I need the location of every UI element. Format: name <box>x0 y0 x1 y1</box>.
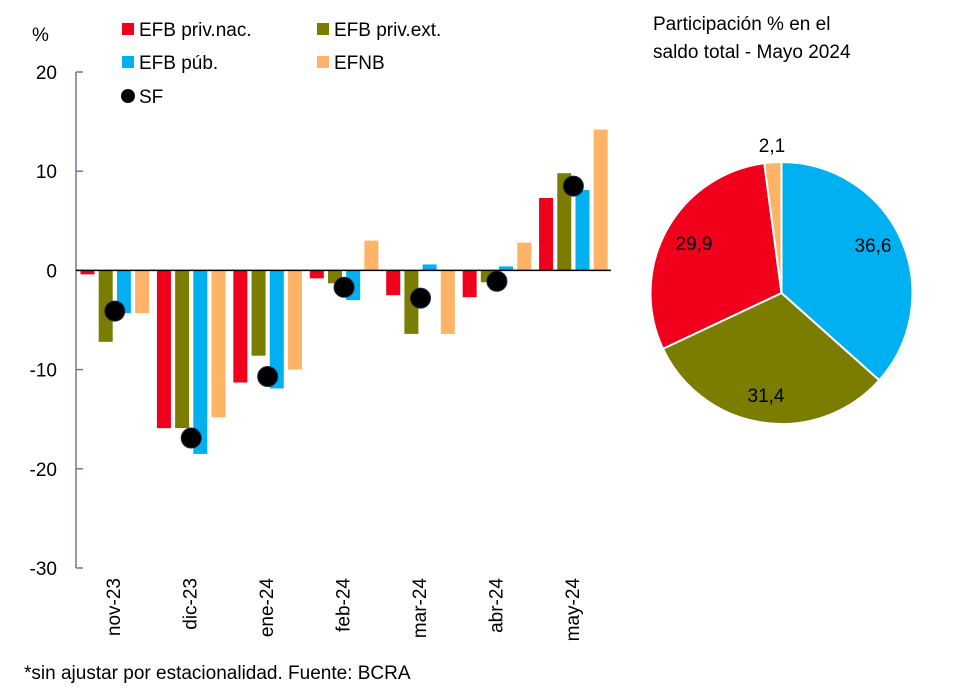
bar-efb-p-b--may-24 <box>575 190 590 271</box>
sf-marker-nov-23 <box>104 300 126 322</box>
bar-efb-priv-nac--nov-23 <box>80 270 95 275</box>
sf-marker-may-24 <box>562 175 584 197</box>
sf-marker-ene-24 <box>257 366 279 388</box>
sf-marker-mar-24 <box>410 287 432 309</box>
bar-efb-priv-nac--dic-23 <box>156 270 171 429</box>
legend-swatch-icon <box>317 56 329 68</box>
y-tick-label: 20 <box>36 63 57 84</box>
legend-label: EFB priv.nac. <box>139 20 252 41</box>
sf-marker-feb-24 <box>333 276 355 298</box>
bar-efb-priv-nac--abr-24 <box>462 270 477 298</box>
x-tick-label: dic-23 <box>181 578 202 630</box>
bar-efb-p-b--abr-24 <box>499 266 514 271</box>
y-tick-label: -10 <box>30 361 57 382</box>
bar-efnb-mar-24 <box>440 270 455 334</box>
legend-swatch-icon <box>122 56 134 68</box>
x-tick-label: abr-24 <box>486 578 507 633</box>
bar-efb-priv-ext--dic-23 <box>175 270 190 429</box>
legend-label: EFB priv.ext. <box>334 20 441 41</box>
pie-data-label: 2,1 <box>759 136 785 157</box>
sf-marker-dic-23 <box>180 427 202 449</box>
pie-slice-efb-priv-nac- <box>649 162 783 351</box>
footnote: *sin ajustar por estacionalidad. Fuente:… <box>24 663 411 684</box>
pie-data-label: 29,9 <box>676 234 713 255</box>
bar-efb-priv-nac--ene-24 <box>233 270 248 383</box>
pie-slice-efb-priv-ext- <box>661 291 881 425</box>
y-axis-label: % <box>32 25 49 46</box>
legend-item: EFB púb. <box>122 53 218 74</box>
bar-efb-priv-ext--ene-24 <box>251 270 266 356</box>
y-tick-label: 10 <box>36 162 57 183</box>
bar-efnb-may-24 <box>593 129 608 271</box>
bar-efnb-abr-24 <box>517 242 532 271</box>
pie-slice-efnb <box>763 160 783 294</box>
pie-title: Participación % en el <box>653 14 830 35</box>
legend-label: EFB púb. <box>139 53 218 74</box>
pie-data-label: 31,4 <box>748 386 785 407</box>
bar-efb-p-b--mar-24 <box>422 264 437 271</box>
legend-marker-icon <box>121 89 135 103</box>
bar-efb-p-b--dic-23 <box>193 270 208 454</box>
bar-efb-priv-nac--may-24 <box>539 197 554 271</box>
legend-swatch-icon <box>317 23 329 35</box>
sf-marker-abr-24 <box>486 270 508 292</box>
bar-efb-priv-nac--mar-24 <box>386 270 401 296</box>
x-tick-label: mar-24 <box>410 578 431 639</box>
legend-item: EFB priv.ext. <box>317 20 441 41</box>
legend-label: EFNB <box>334 53 385 74</box>
bar-efb-priv-ext--may-24 <box>557 173 572 271</box>
x-tick-label: nov-23 <box>104 578 125 636</box>
x-tick-label: ene-24 <box>257 578 278 638</box>
y-tick-label: 0 <box>46 261 57 282</box>
bar-efb-priv-nac--feb-24 <box>309 270 324 279</box>
legend-item: EFNB <box>317 53 385 74</box>
bar-efnb-feb-24 <box>364 240 379 271</box>
legend-swatch-icon <box>122 23 134 35</box>
bar-efnb-dic-23 <box>211 270 226 418</box>
pie-data-label: 36,6 <box>855 236 892 257</box>
pie-slice-efb-p-b- <box>780 160 914 382</box>
bar-efnb-nov-23 <box>135 270 150 314</box>
legend-item: EFB priv.nac. <box>122 20 252 41</box>
y-tick-label: -20 <box>30 460 57 481</box>
x-tick-label: feb-24 <box>334 578 355 632</box>
bar-efb-p-b--ene-24 <box>269 270 284 389</box>
bar-efnb-ene-24 <box>287 270 302 370</box>
x-tick-label: may-24 <box>563 578 584 642</box>
legend-label: SF <box>139 87 163 108</box>
y-tick-label: -30 <box>30 559 57 580</box>
legend-item: SF <box>121 87 163 108</box>
pie-title: saldo total - Mayo 2024 <box>653 42 851 63</box>
